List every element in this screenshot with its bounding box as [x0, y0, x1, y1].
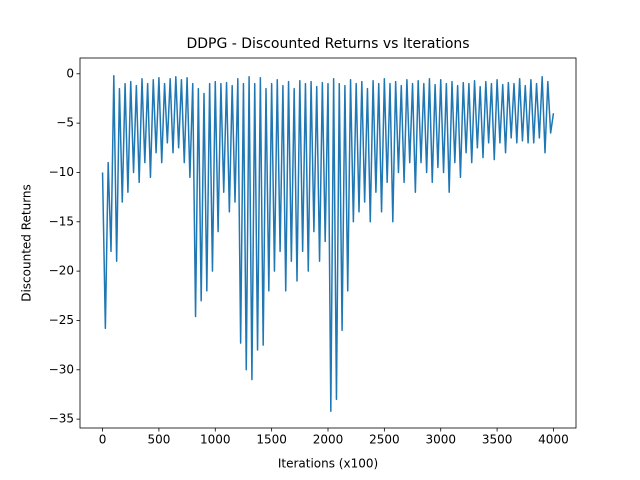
x-tick-label: 1500 — [256, 433, 287, 447]
plot-frame — [79, 57, 577, 429]
y-tick-label: −10 — [49, 165, 74, 179]
y-axis-label: Discounted Returns — [20, 184, 34, 302]
y-tick-label: −20 — [49, 264, 74, 278]
y-tick-label: −35 — [49, 412, 74, 426]
y-tick-label: 0 — [66, 66, 74, 80]
x-tick-label: 3500 — [482, 433, 513, 447]
x-axis-label: Iterations (x100) — [278, 457, 378, 471]
y-tick-label: −5 — [56, 116, 74, 130]
y-tick-label: −25 — [49, 313, 74, 327]
data-line — [101, 75, 555, 412]
x-tick-label: 4000 — [538, 433, 569, 447]
x-tick-label: 2500 — [369, 433, 400, 447]
x-tick-label: 2000 — [313, 433, 344, 447]
x-tick-label: 0 — [99, 433, 107, 447]
y-tick-label: −30 — [49, 362, 74, 376]
y-tick-label: −15 — [49, 214, 74, 228]
x-tick-label: 1000 — [200, 433, 231, 447]
x-tick-label: 3000 — [425, 433, 456, 447]
x-tick-label: 500 — [147, 433, 170, 447]
chart-title: DDPG - Discounted Returns vs Iterations — [186, 36, 469, 52]
